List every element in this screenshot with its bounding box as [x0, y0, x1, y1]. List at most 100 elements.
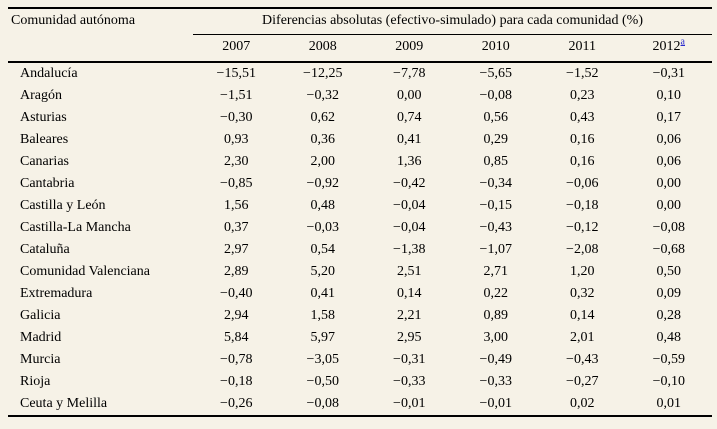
value-cell: −0,43: [566, 352, 599, 367]
value-cell: −0,85: [220, 176, 253, 191]
footnote-link-a[interactable]: a: [680, 36, 685, 48]
table-row: Castilla y León 1,56 0,48 −0,04 −0,15 −0,18 0,…: [8, 195, 712, 217]
value-cell: −0,42: [393, 176, 426, 191]
value-cell: −0,68: [652, 242, 685, 257]
value-cell: −0,01: [393, 396, 426, 411]
table-header: Comunidad autónoma Diferencias absolutas…: [8, 8, 713, 63]
value-cell: 1,36: [397, 154, 422, 169]
table-row: Galicia 2,94 1,58 2,21 0,89 0,14 0,28: [8, 305, 712, 327]
value-cell: −0,33: [393, 374, 426, 389]
value-cell: 0,56: [483, 110, 509, 125]
value-cell: −1,38: [393, 242, 426, 257]
table-row: Castilla-La Mancha 0,37 −0,03 −0,04 −0,43 −0,…: [8, 217, 712, 239]
community-name: Extremadura: [20, 286, 93, 301]
value-cell: −0,30: [220, 110, 253, 125]
value-cell: −0,78: [220, 352, 253, 367]
value-cell: −0,49: [479, 352, 512, 367]
year-label: 2012: [652, 39, 681, 54]
value-cell: 2,95: [397, 330, 422, 345]
value-cell: 0,85: [483, 154, 509, 169]
community-name: Galicia: [20, 308, 61, 323]
community-name: Comunidad Valenciana: [20, 264, 150, 279]
year-label: 2010: [481, 39, 510, 54]
value-cell: −0,08: [479, 88, 512, 103]
value-cell: −0,18: [220, 374, 253, 389]
year-header-2012: 2012a: [625, 34, 713, 63]
community-name: Rioja: [20, 374, 51, 389]
value-cell: −0,12: [566, 220, 599, 235]
table-row: Baleares 0,93 0,36 0,41 0,29 0,16 0,06: [8, 129, 712, 151]
value-cell: −0,50: [306, 374, 339, 389]
table-row: Madrid 5,84 5,97 2,95 3,00 2,01 0,48: [8, 327, 712, 349]
value-cell: −0,08: [652, 220, 685, 235]
group-header-label: Diferencias absolutas (efectivo-simulado…: [262, 13, 643, 28]
community-name: Cataluña: [20, 242, 70, 257]
table-row: Andalucía −15,51 −12,25 −7,78 −5,65 −1,52 −0,3…: [8, 62, 712, 85]
value-cell: 0,00: [656, 198, 682, 213]
value-cell: −5,65: [479, 66, 512, 81]
group-header-row: Comunidad autónoma Diferencias absolutas…: [8, 8, 713, 63]
value-cell: −0,15: [479, 198, 512, 213]
value-cell: 0,09: [656, 286, 682, 301]
value-cell: 2,21: [397, 308, 422, 323]
value-cell: −0,10: [652, 374, 685, 389]
value-cell: −3,05: [306, 352, 339, 367]
value-cell: 0,28: [656, 308, 682, 323]
value-cell: −0,31: [652, 66, 685, 81]
value-cell: 0,41: [310, 286, 336, 301]
value-cell: 2,89: [224, 264, 249, 279]
table-row: Comunidad Valenciana 2,89 5,20 2,51 2,71 1,20…: [8, 261, 712, 283]
community-name: Canarias: [20, 154, 69, 169]
table-row: Ceuta y Melilla −0,26 −0,08 −0,01 −0,01 0,02 0…: [8, 393, 712, 416]
community-name: Andalucía: [20, 66, 78, 81]
table-row: Extremadura −0,40 0,41 0,14 0,22 0,32 0,09: [8, 283, 712, 305]
value-cell: 0,06: [656, 132, 682, 147]
value-cell: 0,16: [570, 132, 595, 147]
value-cell: 0,29: [483, 132, 509, 147]
value-cell: 3,00: [483, 330, 509, 345]
value-cell: −0,08: [306, 396, 339, 411]
value-cell: 0,10: [656, 88, 682, 103]
value-cell: −0,01: [479, 396, 512, 411]
value-cell: −0,18: [566, 198, 599, 213]
value-cell: 0,54: [310, 242, 336, 257]
value-cell: 0,14: [397, 286, 422, 301]
value-cell: −0,31: [393, 352, 426, 367]
value-cell: 2,94: [224, 308, 249, 323]
value-cell: 2,00: [310, 154, 336, 169]
value-cell: 1,56: [224, 198, 249, 213]
column-header-comunidad: Comunidad autónoma: [8, 8, 193, 63]
value-cell: 0,00: [656, 176, 682, 191]
table-row: Asturias −0,30 0,62 0,74 0,56 0,43 0,17: [8, 107, 712, 129]
value-cell: −0,59: [652, 352, 685, 367]
value-cell: 2,71: [483, 264, 509, 279]
value-cell: −0,26: [220, 396, 253, 411]
table-row: Rioja −0,18 −0,50 −0,33 −0,33 −0,27 −0,10: [8, 371, 712, 393]
group-header: Diferencias absolutas (efectivo-simulado…: [193, 8, 713, 35]
value-cell: −0,04: [393, 198, 426, 213]
value-cell: −0,92: [306, 176, 339, 191]
table-row: Cataluña 2,97 0,54 −1,38 −1,07 −2,08 −0,68: [8, 239, 712, 261]
year-header-2008: 2008: [279, 34, 366, 63]
value-cell: −1,51: [220, 88, 253, 103]
community-name: Baleares: [20, 132, 69, 147]
community-name: Aragón: [20, 88, 62, 103]
value-cell: −0,27: [566, 374, 599, 389]
community-name: Ceuta y Melilla: [20, 396, 108, 411]
value-cell: 0,02: [570, 396, 595, 411]
value-cell: 0,43: [570, 110, 595, 125]
community-name: Murcia: [20, 352, 61, 367]
value-cell: −0,43: [479, 220, 512, 235]
year-label: 2008: [308, 39, 337, 54]
table-row: Cantabria −0,85 −0,92 −0,42 −0,34 −0,06 0,00: [8, 173, 712, 195]
value-cell: 2,51: [397, 264, 422, 279]
value-cell: 5,20: [310, 264, 336, 279]
community-name: Cantabria: [20, 176, 75, 191]
value-cell: −12,25: [303, 66, 343, 81]
value-cell: 0,00: [397, 88, 422, 103]
value-cell: −2,08: [566, 242, 599, 257]
document-page: Comunidad autónoma Diferencias absolutas…: [8, 7, 713, 417]
value-cell: 5,84: [224, 330, 249, 345]
value-cell: 0,17: [656, 110, 682, 125]
year-header-2010: 2010: [452, 34, 539, 63]
